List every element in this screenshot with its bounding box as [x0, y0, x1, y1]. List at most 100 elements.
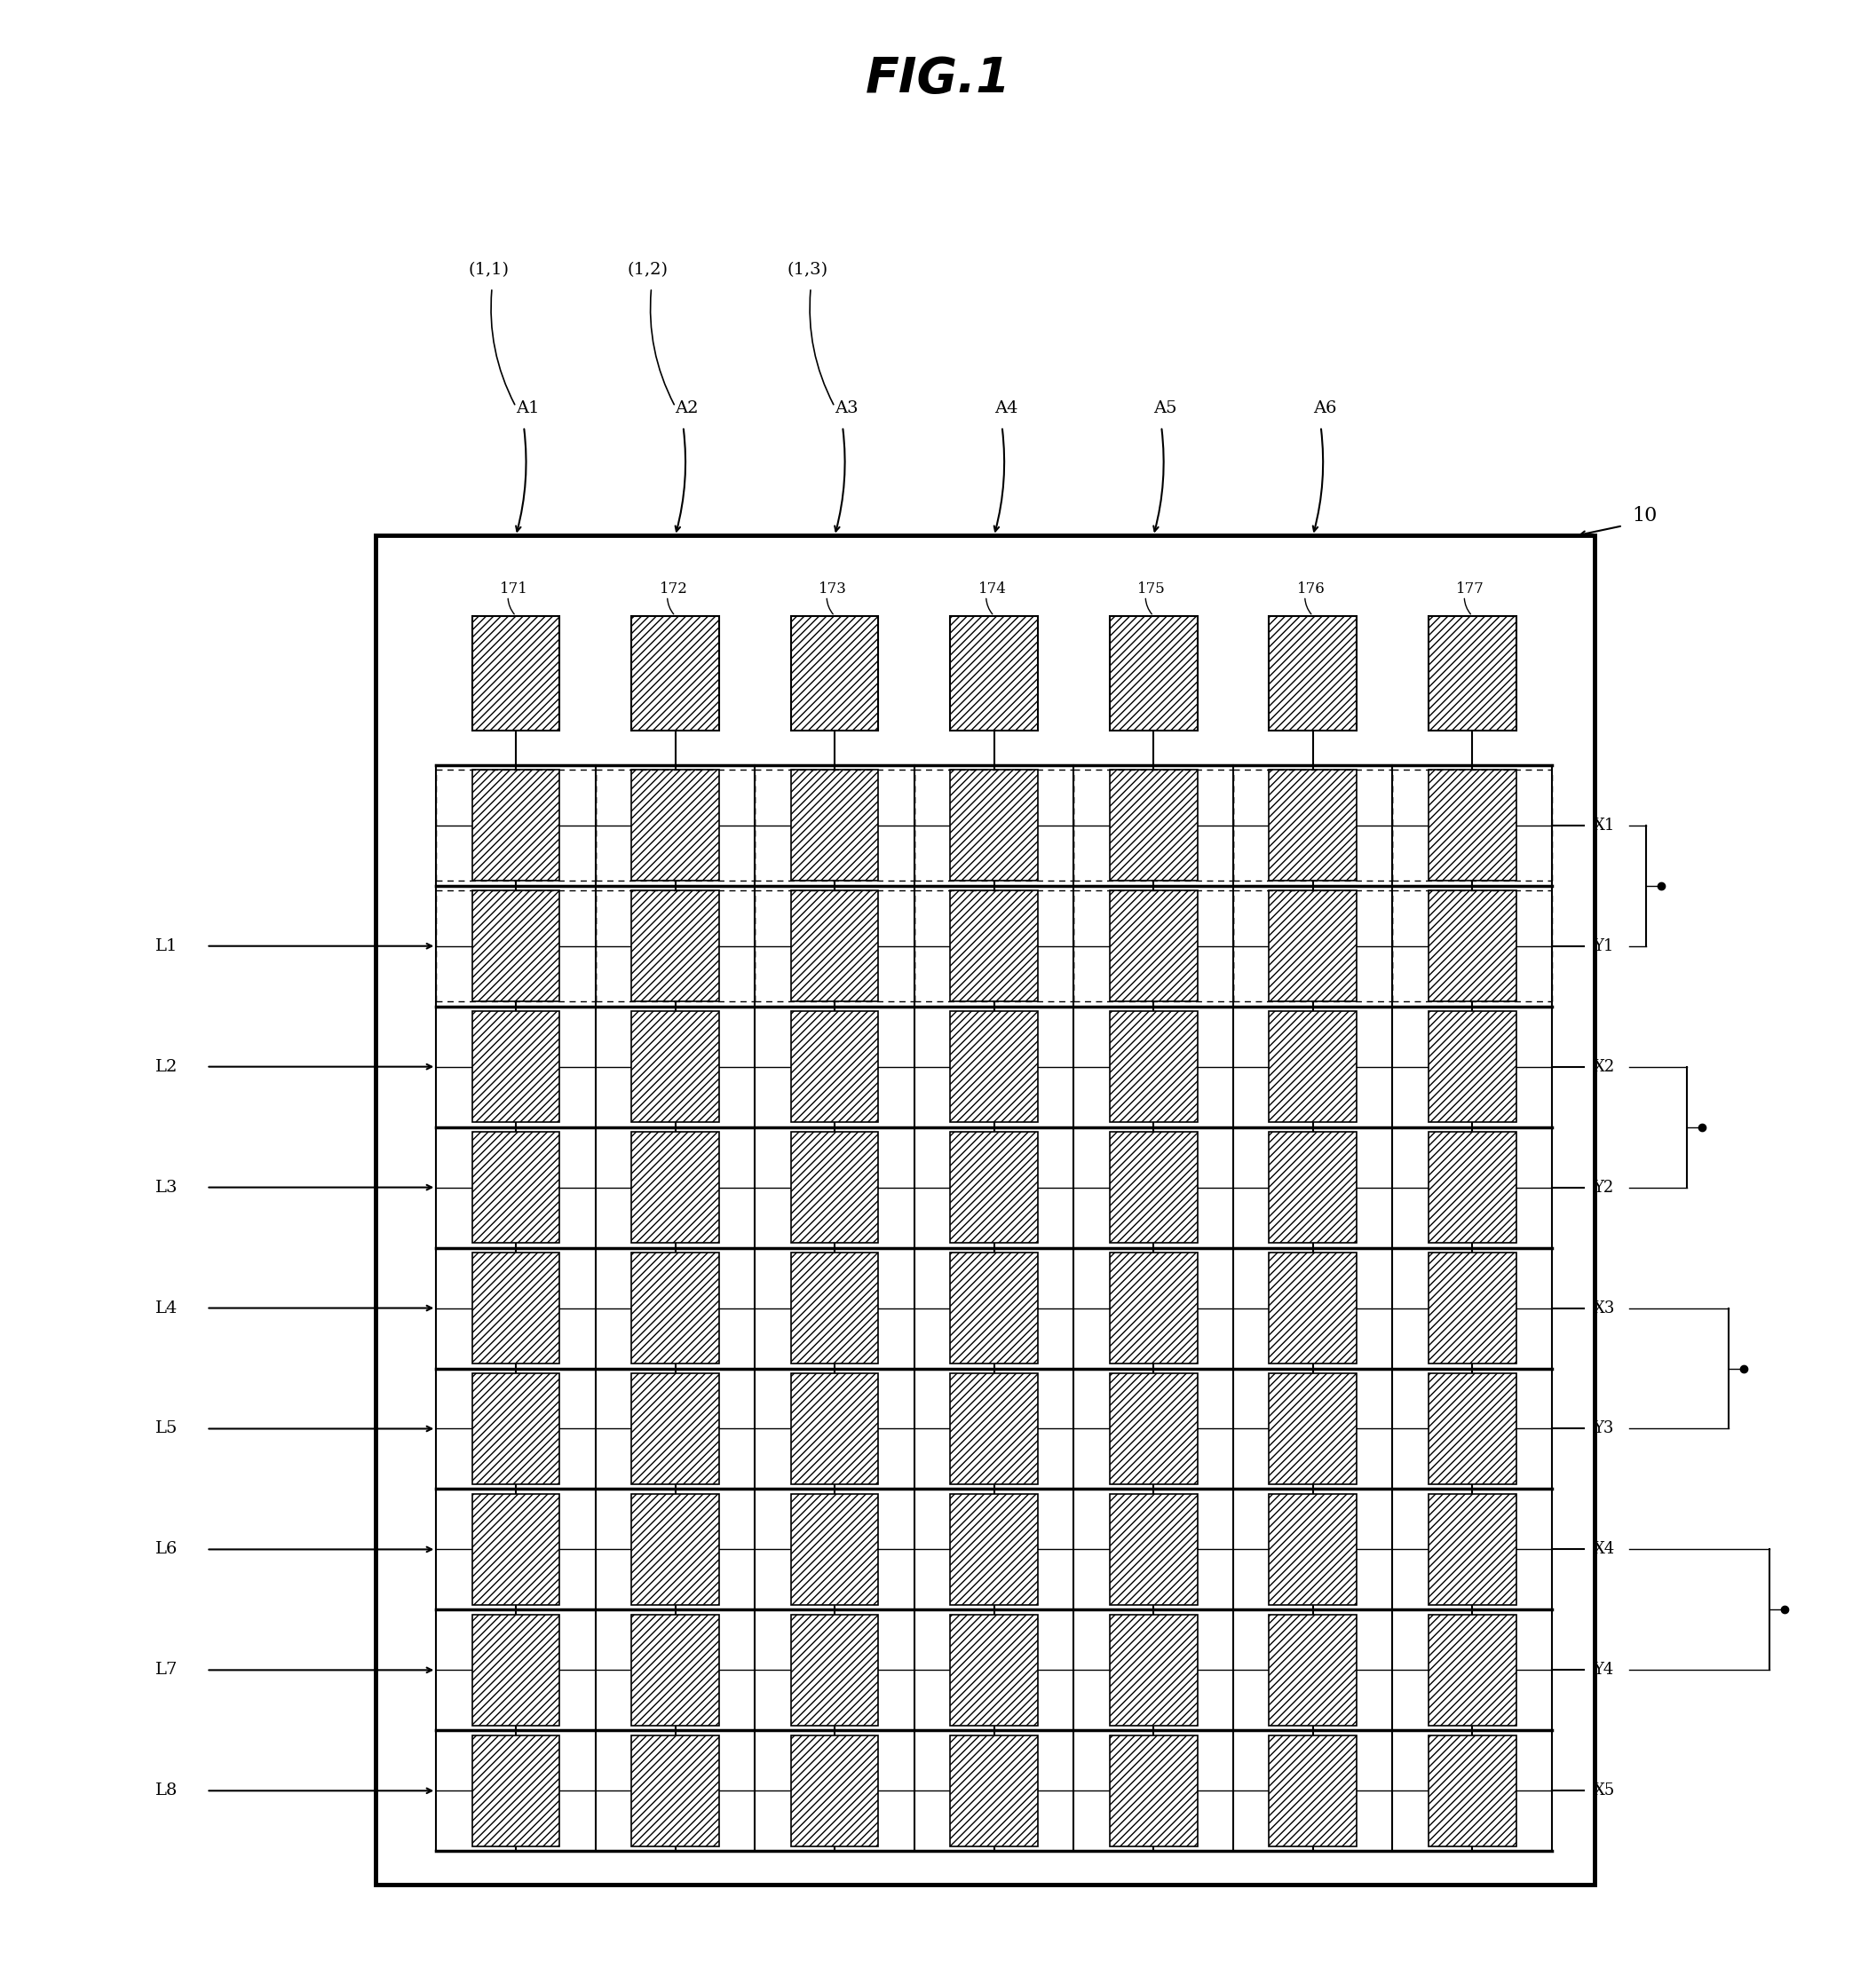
- Bar: [1428, 1252, 1516, 1363]
- Text: 10: 10: [1632, 506, 1657, 526]
- Bar: [1109, 1736, 1197, 1847]
- Bar: [1109, 770, 1197, 881]
- Bar: [473, 1012, 559, 1123]
- Bar: [951, 1615, 1037, 1726]
- Text: 172: 172: [658, 581, 688, 595]
- Bar: [1428, 1131, 1516, 1242]
- Text: A1: A1: [516, 401, 540, 417]
- Bar: [1109, 1373, 1197, 1484]
- Bar: [792, 1131, 878, 1242]
- Bar: [792, 1736, 878, 1847]
- Bar: [1268, 1131, 1356, 1242]
- Text: 176: 176: [1296, 581, 1324, 595]
- Bar: [1268, 1252, 1356, 1363]
- Text: 171: 171: [499, 581, 529, 595]
- Text: Y2: Y2: [1593, 1178, 1613, 1196]
- Bar: [1428, 891, 1516, 1002]
- Bar: [1109, 891, 1197, 1002]
- Bar: [375, 536, 1595, 1885]
- Text: X5: X5: [1593, 1784, 1615, 1799]
- Bar: [792, 891, 878, 1002]
- Bar: [1109, 615, 1197, 730]
- Bar: [632, 1131, 719, 1242]
- Bar: [473, 770, 559, 881]
- Text: Y4: Y4: [1593, 1663, 1613, 1678]
- Bar: [1268, 1373, 1356, 1484]
- Bar: [1428, 615, 1516, 730]
- Bar: [473, 1373, 559, 1484]
- Text: A3: A3: [835, 401, 859, 417]
- Text: X3: X3: [1593, 1300, 1615, 1315]
- Bar: [951, 891, 1037, 1002]
- Text: L3: L3: [156, 1178, 178, 1196]
- Bar: [1428, 770, 1516, 881]
- Bar: [1109, 1012, 1197, 1123]
- Bar: [1428, 1736, 1516, 1847]
- Bar: [632, 1494, 719, 1605]
- Bar: [1109, 1494, 1197, 1605]
- Bar: [632, 1012, 719, 1123]
- Text: L2: L2: [156, 1059, 178, 1075]
- Text: L4: L4: [156, 1300, 178, 1315]
- Bar: [1428, 1373, 1516, 1484]
- Bar: [1109, 1252, 1197, 1363]
- Bar: [792, 1615, 878, 1726]
- Text: L1: L1: [156, 938, 178, 954]
- Bar: [1268, 1736, 1356, 1847]
- Bar: [951, 770, 1037, 881]
- Bar: [1109, 1615, 1197, 1726]
- Bar: [473, 1131, 559, 1242]
- Bar: [951, 1494, 1037, 1605]
- Text: A2: A2: [675, 401, 698, 417]
- Text: A4: A4: [994, 401, 1017, 417]
- Bar: [951, 1012, 1037, 1123]
- Bar: [473, 1252, 559, 1363]
- Bar: [473, 1615, 559, 1726]
- Bar: [951, 1252, 1037, 1363]
- Bar: [792, 1252, 878, 1363]
- Bar: [951, 1373, 1037, 1484]
- Bar: [951, 1131, 1037, 1242]
- Text: 173: 173: [818, 581, 846, 595]
- Text: 177: 177: [1456, 581, 1484, 595]
- Bar: [632, 1615, 719, 1726]
- Bar: [951, 1736, 1037, 1847]
- Bar: [1428, 1615, 1516, 1726]
- Text: A5: A5: [1154, 401, 1176, 417]
- Bar: [792, 1494, 878, 1605]
- Bar: [473, 891, 559, 1002]
- Bar: [473, 1736, 559, 1847]
- Bar: [473, 1494, 559, 1605]
- Bar: [1428, 1494, 1516, 1605]
- Bar: [1268, 1494, 1356, 1605]
- Bar: [632, 1373, 719, 1484]
- Text: (1,1): (1,1): [467, 262, 508, 278]
- Text: X1: X1: [1593, 817, 1615, 833]
- Bar: [1268, 891, 1356, 1002]
- Text: Y3: Y3: [1593, 1421, 1613, 1436]
- Text: X4: X4: [1593, 1542, 1615, 1557]
- Text: L6: L6: [156, 1542, 178, 1557]
- Bar: [792, 615, 878, 730]
- Bar: [1109, 1131, 1197, 1242]
- Bar: [792, 770, 878, 881]
- Bar: [632, 770, 719, 881]
- Text: L5: L5: [156, 1421, 178, 1436]
- Bar: [792, 1012, 878, 1123]
- Bar: [1428, 1012, 1516, 1123]
- Text: (1,3): (1,3): [786, 262, 827, 278]
- Bar: [632, 891, 719, 1002]
- Text: X2: X2: [1593, 1059, 1615, 1075]
- Text: A6: A6: [1313, 401, 1336, 417]
- Bar: [1268, 1012, 1356, 1123]
- Bar: [473, 615, 559, 730]
- Text: L8: L8: [156, 1784, 178, 1799]
- Bar: [792, 1373, 878, 1484]
- Text: (1,2): (1,2): [627, 262, 668, 278]
- Bar: [1268, 770, 1356, 881]
- Text: FIG.1: FIG.1: [865, 56, 1011, 103]
- Text: 175: 175: [1137, 581, 1165, 595]
- Text: 174: 174: [977, 581, 1006, 595]
- Bar: [632, 615, 719, 730]
- Bar: [1268, 615, 1356, 730]
